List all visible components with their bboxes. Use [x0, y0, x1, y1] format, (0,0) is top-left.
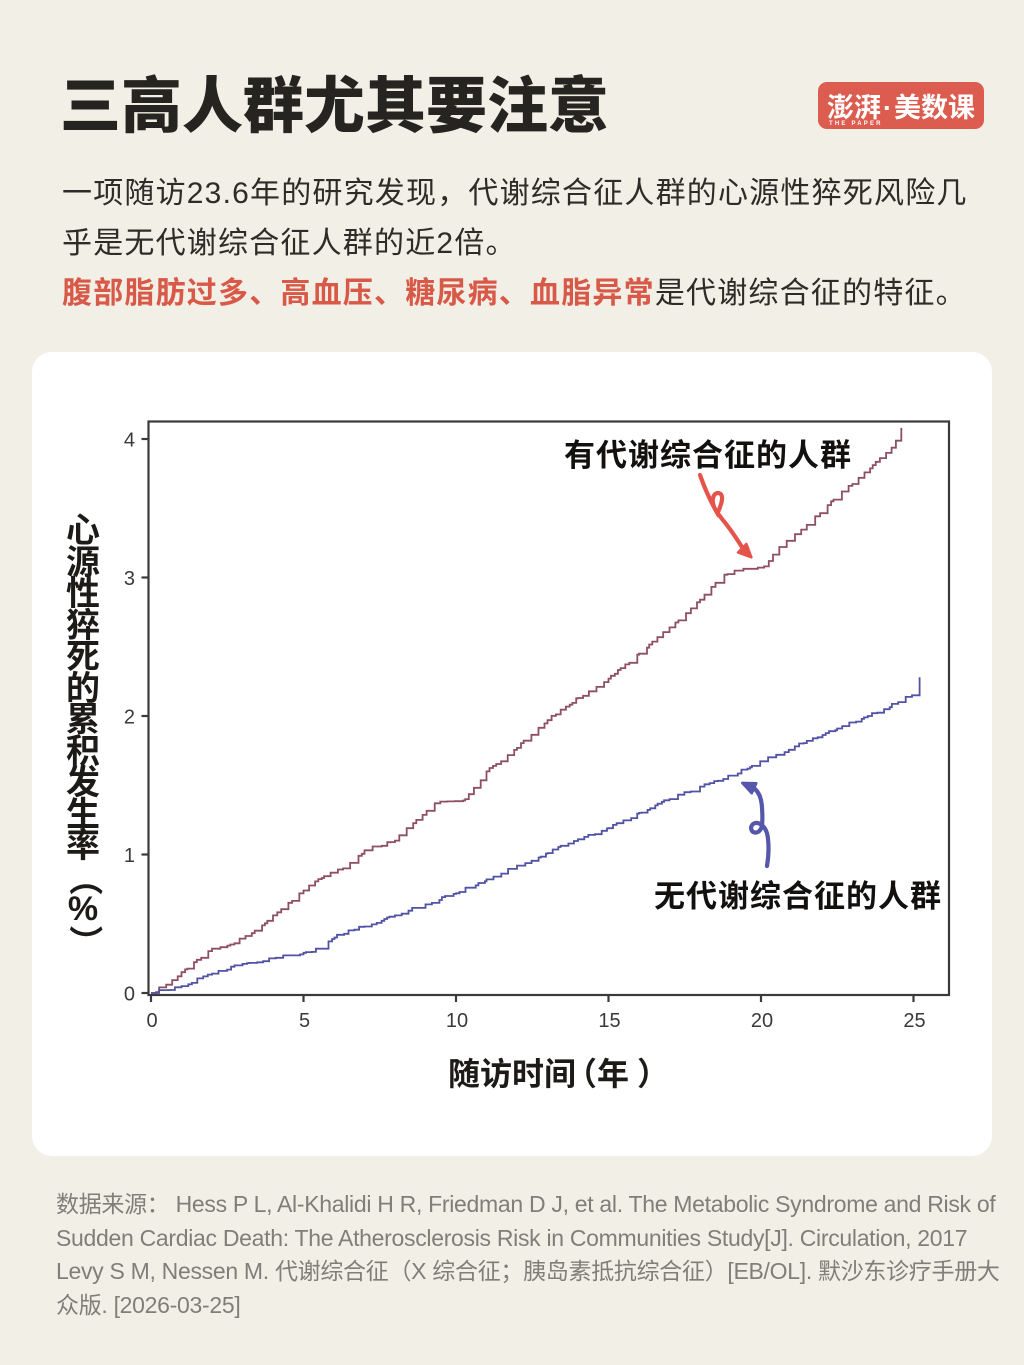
- svg-text:2: 2: [124, 707, 135, 729]
- svg-text:15: 15: [598, 1010, 620, 1032]
- svg-text:20: 20: [751, 1010, 773, 1032]
- svg-text:1: 1: [124, 845, 135, 867]
- svg-text:3: 3: [124, 568, 135, 590]
- svg-text:0: 0: [124, 984, 135, 1006]
- svg-text:5: 5: [299, 1010, 310, 1032]
- svg-text:10: 10: [446, 1010, 468, 1032]
- svg-text:0: 0: [146, 1010, 157, 1032]
- svg-text:25: 25: [903, 1010, 925, 1032]
- svg-text:4: 4: [124, 430, 135, 452]
